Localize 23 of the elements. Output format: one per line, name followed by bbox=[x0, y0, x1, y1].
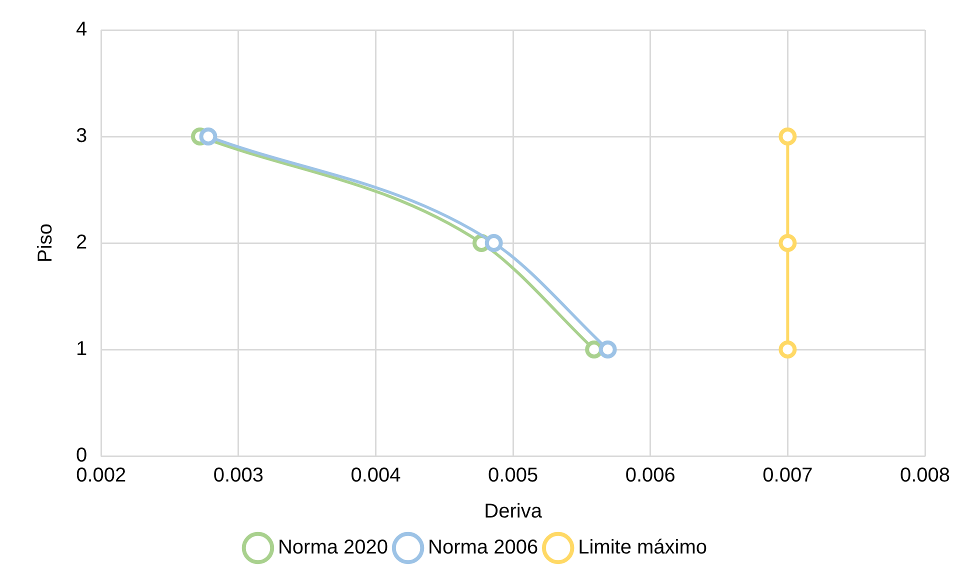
y-axis-title: Piso bbox=[34, 224, 57, 262]
point bbox=[778, 128, 797, 146]
y-tick-label: 1 bbox=[76, 338, 88, 360]
x-tick-label: 0.002 bbox=[76, 464, 126, 487]
point bbox=[199, 128, 218, 146]
point bbox=[778, 340, 797, 358]
x-tick-label: 0.008 bbox=[900, 464, 950, 487]
legend-label: Limite máximo bbox=[578, 536, 708, 559]
y-tick-label: 4 bbox=[76, 18, 88, 41]
point bbox=[598, 340, 617, 358]
legend-label: Norma 2006 bbox=[428, 536, 538, 559]
x-tick-label: 0.003 bbox=[213, 464, 264, 487]
x-axis-title: Deriva bbox=[484, 500, 543, 523]
y-tick-label: 0 bbox=[76, 444, 88, 467]
x-tick-label: 0.005 bbox=[488, 464, 538, 487]
point bbox=[484, 234, 503, 252]
x-tick-label: 0.006 bbox=[625, 464, 676, 487]
x-tick-label: 0.007 bbox=[762, 464, 813, 487]
point bbox=[778, 234, 797, 252]
x-tick-label: 0.004 bbox=[350, 464, 401, 487]
y-tick-label: 2 bbox=[76, 232, 88, 254]
y-tick-label: 3 bbox=[76, 125, 88, 148]
legend-label: Norma 2020 bbox=[278, 536, 388, 559]
